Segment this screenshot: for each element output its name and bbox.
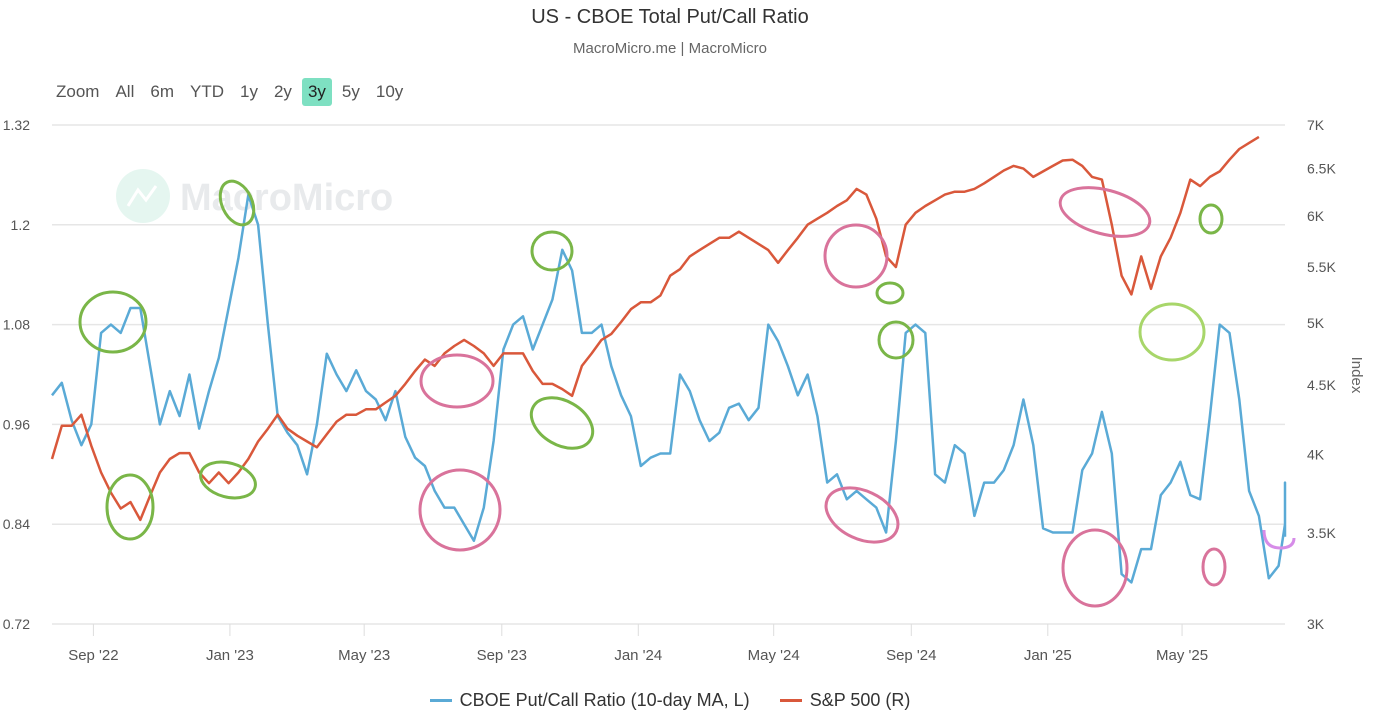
x-axis-tick-label: May '24 (748, 647, 800, 664)
right-axis-tick-label: 3K (1307, 616, 1325, 632)
annotation-circle (877, 320, 915, 360)
annotation-circle (1201, 547, 1227, 587)
right-axis-tick-label: 5.5K (1307, 259, 1336, 275)
right-axis-tick-label: 7K (1307, 117, 1325, 133)
right-axis-tick-label: 6K (1307, 208, 1325, 224)
left-axis-tick-label: 1.32 (3, 117, 30, 133)
range-button-6m[interactable]: 6m (150, 82, 174, 101)
chart-subtitle: MacroMicro.me | MacroMicro (573, 40, 767, 57)
annotation-circle (1198, 203, 1224, 235)
x-axis-tick-label: May '25 (1156, 647, 1208, 664)
right-axis-tick-label: 4K (1307, 447, 1325, 463)
legend-label: CBOE Put/Call Ratio (10-day MA, L) (459, 690, 750, 710)
annotation-circle (875, 281, 905, 305)
x-axis-tick-label: Sep '24 (886, 647, 936, 664)
legend-item-pcr[interactable]: CBOE Put/Call Ratio (10-day MA, L) (429, 690, 750, 711)
annotation-circle (529, 396, 595, 450)
left-axis-tick-label: 1.2 (11, 217, 31, 233)
annotations (78, 179, 1296, 608)
right-axis-tick-label: 5K (1307, 315, 1325, 331)
annotation-circle (1061, 528, 1129, 608)
legend: CBOE Put/Call Ratio (10-day MA, L) S&P 5… (0, 690, 1340, 711)
right-axis-label: Index (1348, 357, 1365, 394)
range-button-all[interactable]: All (115, 82, 135, 101)
chart-title: US - CBOE Total Put/Call Ratio (531, 6, 809, 28)
annotation-circle (824, 486, 900, 544)
left-axis-tick-label: 0.96 (3, 416, 30, 432)
zoom-label: Zoom (56, 82, 100, 101)
range-button-2y[interactable]: 2y (273, 82, 292, 101)
legend-swatch (779, 699, 802, 702)
annotation-circle (419, 353, 495, 409)
annotation-circle (218, 179, 256, 227)
right-axis-tick-label: 6.5K (1307, 161, 1336, 177)
left-axis-tick-label: 0.84 (3, 516, 30, 532)
watermark: MacroMicro (116, 169, 393, 223)
range-button-10y[interactable]: 10y (375, 82, 404, 101)
x-axis-tick-label: Jan '24 (614, 647, 662, 664)
annotation-circle (199, 460, 257, 500)
x-axis-tick-label: May '23 (338, 647, 390, 664)
annotation-circle (823, 223, 889, 289)
right-axis-tick-label: 4.5K (1307, 377, 1336, 393)
watermark-chart-icon (126, 185, 158, 207)
annotation-circle (530, 230, 574, 272)
x-axis-tick-label: Sep '23 (477, 647, 527, 664)
right-axis-tick-label: 3.5K (1307, 525, 1336, 541)
annotation-circle (105, 473, 155, 541)
watermark-text: MacroMicro (180, 177, 393, 219)
x-axis-tick-label: Jan '25 (1024, 647, 1072, 664)
annotation-circle (1138, 302, 1206, 362)
legend-label: S&P 500 (R) (809, 690, 911, 710)
annotation-circle (78, 290, 148, 354)
x-axis-tick-label: Jan '23 (206, 647, 254, 664)
x-axis-tick-label: Sep '22 (68, 647, 118, 664)
range-button-ytd[interactable]: YTD (190, 82, 224, 101)
annotation-circle (1058, 186, 1152, 238)
legend-item-spx[interactable]: S&P 500 (R) (779, 690, 911, 711)
pcr-series-line (51, 193, 1287, 584)
spx-series-line (50, 135, 1260, 522)
range-button-5y[interactable]: 5y (341, 82, 360, 101)
annotation-circle (418, 468, 502, 552)
left-axis-tick-label: 0.72 (3, 616, 30, 632)
range-button-1y[interactable]: 1y (240, 82, 258, 101)
left-axis-tick-label: 1.08 (3, 317, 30, 333)
legend-swatch (429, 699, 452, 702)
range-selector: Zoom All 6m YTD 1y 2y 3y 5y 10y (50, 78, 413, 106)
annotation-bracket (1262, 529, 1296, 550)
range-button-3y[interactable]: 3y (301, 78, 332, 106)
